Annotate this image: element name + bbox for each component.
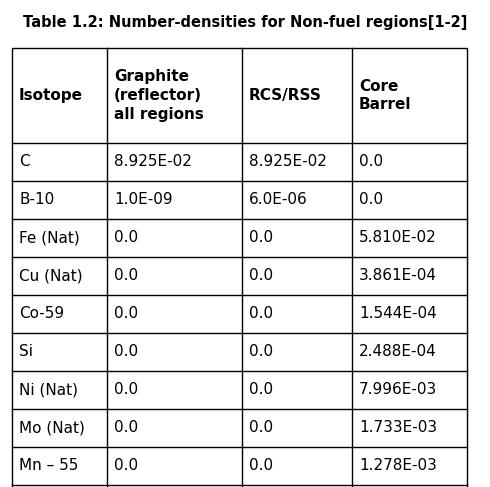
Text: Mn – 55: Mn – 55 [19, 458, 78, 473]
Text: 0.0: 0.0 [114, 306, 138, 321]
Text: 6.0E-06: 6.0E-06 [249, 192, 308, 207]
Text: Isotope: Isotope [19, 88, 83, 103]
Text: Co-59: Co-59 [19, 306, 64, 321]
Text: 0.0: 0.0 [359, 154, 383, 169]
Text: 0.0: 0.0 [114, 458, 138, 473]
Text: Fe (Nat): Fe (Nat) [19, 230, 80, 245]
Text: Si: Si [19, 344, 33, 359]
Text: 0.0: 0.0 [249, 306, 273, 321]
Text: 8.925E-02: 8.925E-02 [249, 154, 327, 169]
Text: 1.733E-03: 1.733E-03 [359, 420, 437, 435]
Text: 3.861E-04: 3.861E-04 [359, 268, 437, 283]
Text: 0.0: 0.0 [114, 344, 138, 359]
Text: RCS/RSS: RCS/RSS [249, 88, 322, 103]
Text: 5.810E-02: 5.810E-02 [359, 230, 437, 245]
Text: 8.925E-02: 8.925E-02 [114, 154, 192, 169]
Text: 1.544E-04: 1.544E-04 [359, 306, 437, 321]
Text: Mo (Nat): Mo (Nat) [19, 420, 85, 435]
Text: 0.0: 0.0 [114, 268, 138, 283]
Text: 7.996E-03: 7.996E-03 [359, 382, 437, 397]
Text: 0.0: 0.0 [249, 268, 273, 283]
Text: Table 1.2: Number-densities for Non-fuel regions[1-2]: Table 1.2: Number-densities for Non-fuel… [23, 15, 467, 30]
Text: Ni (Nat): Ni (Nat) [19, 382, 78, 397]
Text: 0.0: 0.0 [249, 344, 273, 359]
Text: C: C [19, 154, 29, 169]
Text: 2.488E-04: 2.488E-04 [359, 344, 437, 359]
Text: B-10: B-10 [19, 192, 54, 207]
Text: 1.0E-09: 1.0E-09 [114, 192, 172, 207]
Text: Cu (Nat): Cu (Nat) [19, 268, 83, 283]
Text: 0.0: 0.0 [114, 420, 138, 435]
Text: 0.0: 0.0 [114, 382, 138, 397]
Text: Core
Barrel: Core Barrel [359, 79, 412, 112]
Text: 0.0: 0.0 [249, 420, 273, 435]
Text: 0.0: 0.0 [114, 230, 138, 245]
Text: 0.0: 0.0 [249, 382, 273, 397]
Text: 0.0: 0.0 [359, 192, 383, 207]
Text: 0.0: 0.0 [249, 230, 273, 245]
Text: Graphite
(reflector)
all regions: Graphite (reflector) all regions [114, 70, 204, 122]
Text: 0.0: 0.0 [249, 458, 273, 473]
Text: 1.278E-03: 1.278E-03 [359, 458, 437, 473]
